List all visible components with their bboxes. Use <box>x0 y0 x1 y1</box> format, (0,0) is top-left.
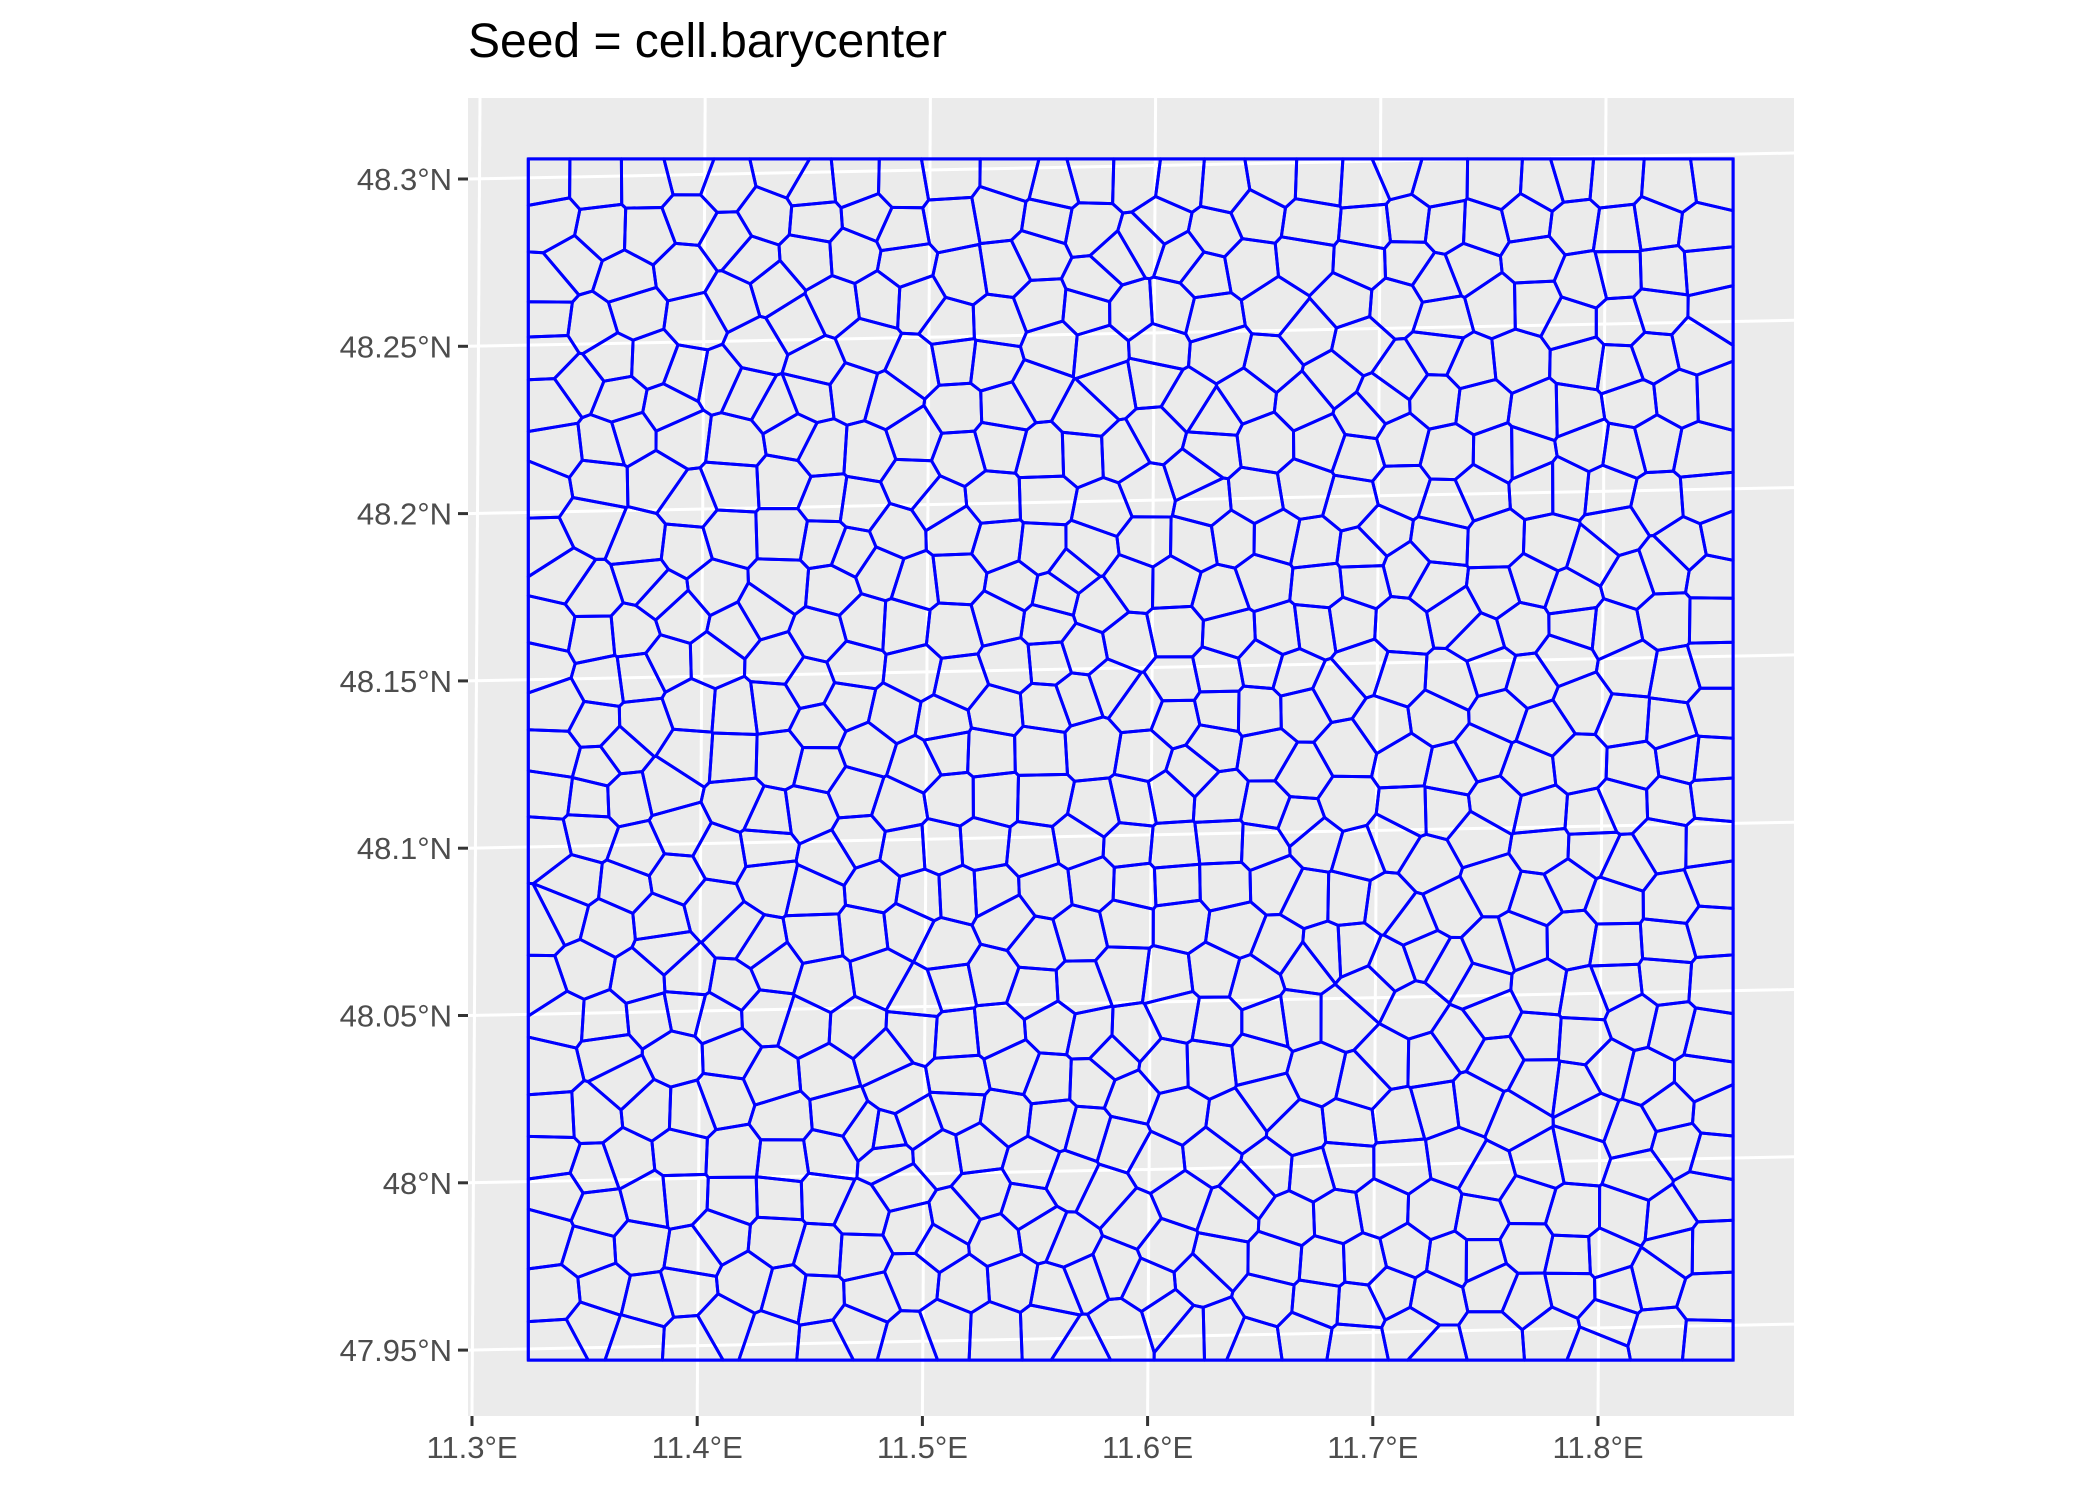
y-tick-label: 48.2°N <box>357 497 452 532</box>
y-tick-label: 48.15°N <box>340 664 452 699</box>
y-tick-label: 48°N <box>383 1166 452 1201</box>
y-tick-label: 48.3°N <box>357 162 452 197</box>
voronoi-cell <box>1626 1305 1688 1362</box>
x-tick-label: 11.5°E <box>877 1430 968 1465</box>
x-tick-label: 11.6°E <box>1102 1430 1193 1465</box>
graticule-lon-1 <box>695 97 707 1417</box>
voronoi-cell <box>1233 1071 1302 1134</box>
x-tick-label: 11.8°E <box>1552 1430 1643 1465</box>
graticule-lon-0 <box>470 97 482 1417</box>
map-panel <box>468 98 1794 1416</box>
y-tick-label: 48.1°N <box>357 831 452 866</box>
voronoi-cell <box>1054 671 1105 728</box>
graticule-lon-3 <box>1146 97 1158 1417</box>
x-axis: 11.3°E 11.4°E 11.5°E 11.6°E 11.7°E 11.8°E <box>426 1416 1644 1465</box>
voronoi-cell <box>1086 1296 1156 1362</box>
graticule-lat-2 <box>467 486 1795 516</box>
graticule-lat-1 <box>467 318 1795 348</box>
x-tick-label: 11.4°E <box>652 1430 743 1465</box>
chart-title: Seed = cell.barycenter <box>468 15 947 68</box>
x-tick-label: 11.7°E <box>1327 1430 1418 1465</box>
graticule-lat-5 <box>467 988 1795 1017</box>
y-axis: 48.3°N 48.25°N 48.2°N 48.15°N 48.1°N 48.05°N 4… <box>340 162 468 1368</box>
graticule-lat-4 <box>467 820 1795 850</box>
bounding-box-outline <box>526 157 1735 1362</box>
graticule-lat-7 <box>467 1322 1795 1352</box>
y-tick-label: 48.05°N <box>340 999 452 1034</box>
panel-background <box>468 98 1794 1416</box>
y-tick-label: 47.95°N <box>340 1333 452 1368</box>
y-tick-label: 48.25°N <box>340 329 452 364</box>
graticule-lat-0 <box>467 151 1795 181</box>
voronoi-cells <box>526 157 1735 1362</box>
x-tick-label: 11.3°E <box>426 1430 517 1465</box>
